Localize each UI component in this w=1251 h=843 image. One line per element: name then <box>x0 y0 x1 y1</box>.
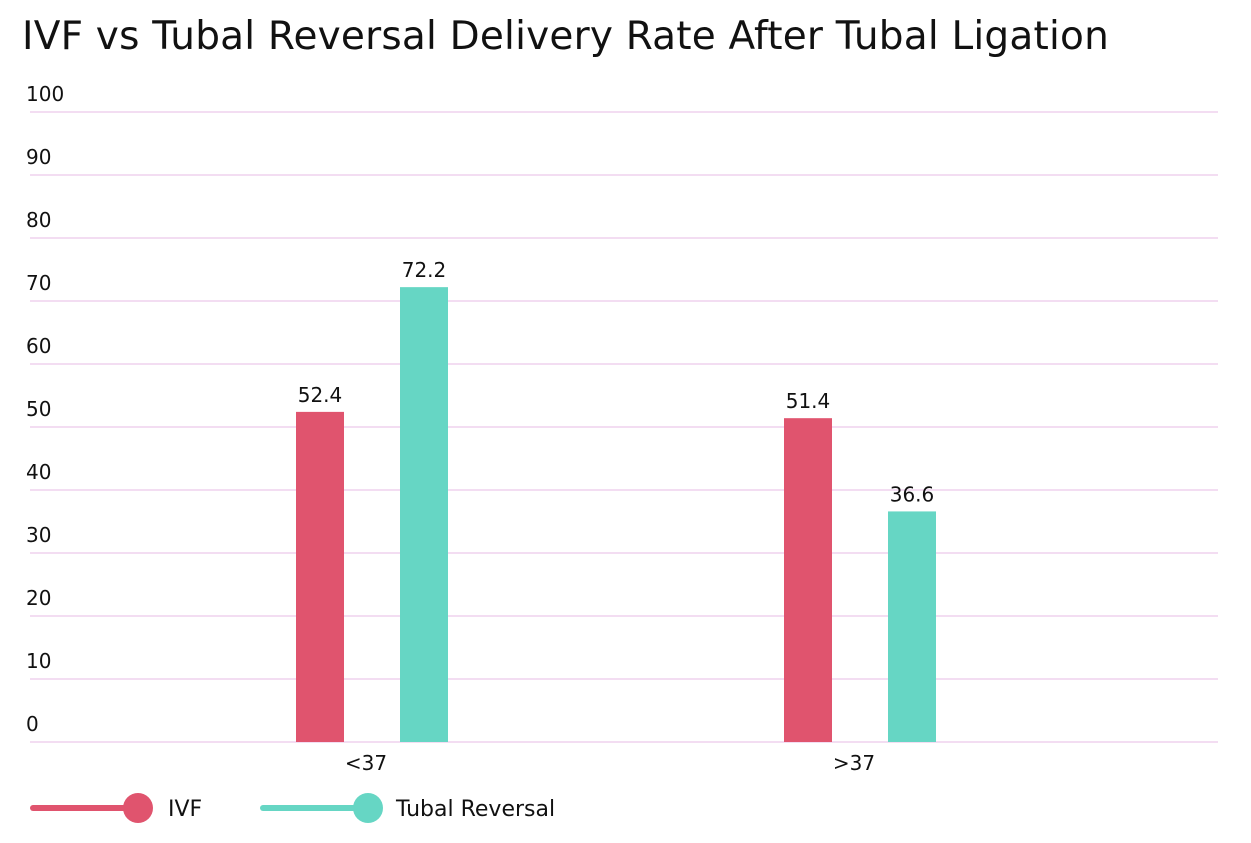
legend-marker-ivf <box>123 793 153 823</box>
y-tick-label-80: 80 <box>26 208 51 232</box>
x-axis-ticks: <37 >37 <box>345 751 875 775</box>
y-tick-label-90: 90 <box>26 145 51 169</box>
gridlines <box>30 111 1218 743</box>
legend-label-tubal-reversal: Tubal Reversal <box>395 797 555 822</box>
y-tick-label-10: 10 <box>26 649 51 673</box>
legend-item-ivf: IVF <box>30 793 202 823</box>
x-tick-label-1: <37 <box>345 751 387 775</box>
y-tick-label-0: 0 <box>26 712 39 736</box>
legend-marker-tubal-reversal <box>353 793 383 823</box>
bar-tubal-reversal-1 <box>400 287 448 742</box>
y-tick-label-100: 100 <box>26 82 64 106</box>
y-tick-label-30: 30 <box>26 523 51 547</box>
bars <box>296 287 936 742</box>
legend-label-ivf: IVF <box>168 797 202 822</box>
data-labels: 52.4 72.2 51.4 36.6 <box>298 258 935 506</box>
y-tick-label-40: 40 <box>26 460 51 484</box>
bar-ivf-1 <box>296 411 344 742</box>
data-label-tubal-reversal-2: 36.6 <box>890 482 935 506</box>
legend-item-tubal-reversal: Tubal Reversal <box>260 793 555 823</box>
x-tick-label-2: >37 <box>833 751 875 775</box>
data-label-ivf-1: 52.4 <box>298 383 343 407</box>
y-axis-ticks: 0 10 20 30 40 50 60 70 80 90 100 <box>26 82 64 736</box>
y-tick-label-70: 70 <box>26 271 51 295</box>
data-label-tubal-reversal-1: 72.2 <box>402 258 447 282</box>
chart-title: IVF vs Tubal Reversal Delivery Rate Afte… <box>22 14 1109 59</box>
y-tick-label-20: 20 <box>26 586 51 610</box>
data-label-ivf-2: 51.4 <box>786 389 831 413</box>
bar-tubal-reversal-2 <box>888 511 936 742</box>
legend: IVF Tubal Reversal <box>30 793 555 823</box>
y-tick-label-50: 50 <box>26 397 51 421</box>
bar-ivf-2 <box>784 418 832 742</box>
y-tick-label-60: 60 <box>26 334 51 358</box>
